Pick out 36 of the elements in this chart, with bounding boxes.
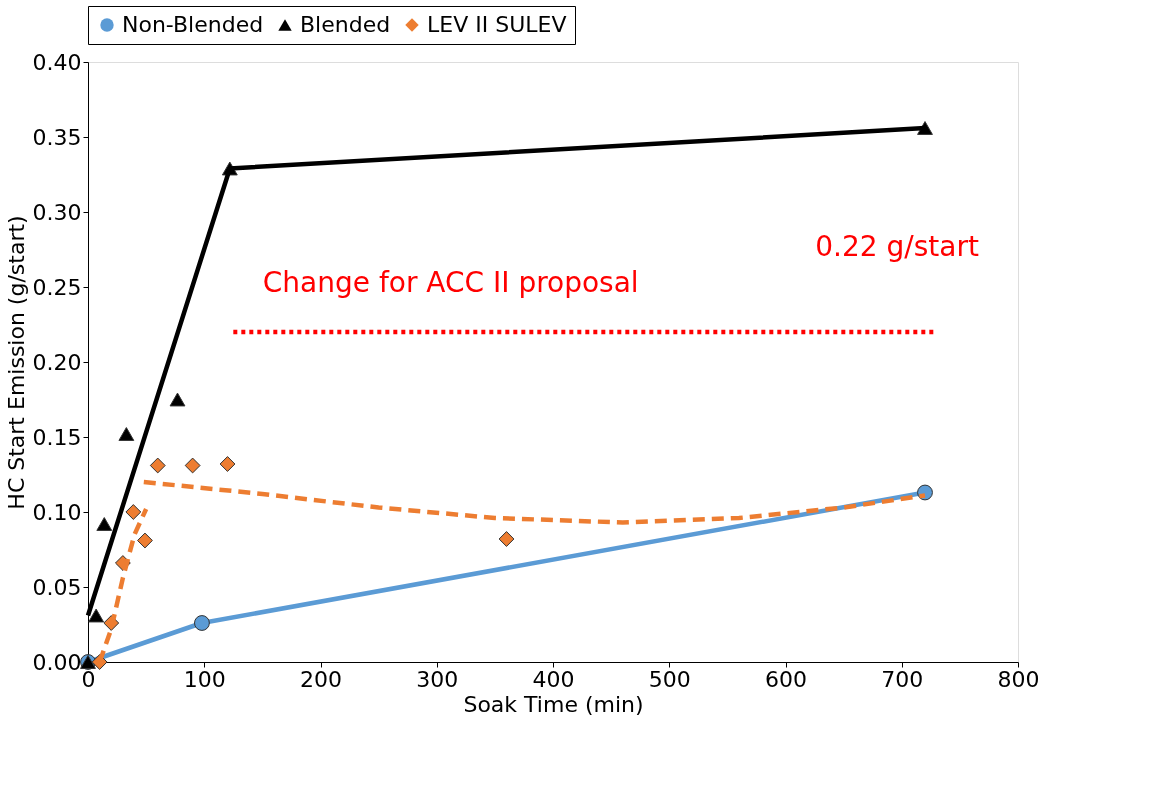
point xyxy=(184,457,201,474)
x-tick-label: 600 xyxy=(765,666,807,692)
y-tick-label: 0.25 xyxy=(32,274,82,300)
annotation: 0.22 g/start xyxy=(815,230,979,263)
x-tick-label: 400 xyxy=(532,666,575,692)
x-tick-label: 500 xyxy=(648,666,691,692)
point xyxy=(88,608,105,623)
x-tick-label: 200 xyxy=(300,666,342,692)
y-tick-label: 0.35 xyxy=(32,124,82,150)
point xyxy=(149,457,166,474)
point xyxy=(137,532,153,549)
x-tick-label: 800 xyxy=(997,666,1040,692)
point xyxy=(118,427,135,441)
point xyxy=(96,517,113,531)
x-axis-title: Soak Time (min) xyxy=(463,691,644,717)
y-tick-label: 0.30 xyxy=(32,199,82,225)
legend-label: Non-Blended xyxy=(122,12,264,37)
x-tick-label: 100 xyxy=(183,666,226,692)
y-tick-label: 0.05 xyxy=(32,574,82,600)
point xyxy=(169,392,186,407)
y-tick-label: 0.00 xyxy=(32,649,82,675)
legend-label: LEV II SULEV xyxy=(427,12,567,37)
y-tick-label: 0.15 xyxy=(32,424,82,450)
y-tick-label: 0.10 xyxy=(32,499,82,525)
y-tick-label: 0.40 xyxy=(32,49,82,75)
annotation: Change for ACC II proposal xyxy=(262,266,639,299)
point xyxy=(219,456,236,472)
x-tick-label: 700 xyxy=(881,666,924,692)
y-axis-title: HC Start Emission (g/start) xyxy=(3,215,29,510)
x-tick-label: 0 xyxy=(81,666,96,692)
point xyxy=(498,531,515,547)
legend-label: Blended xyxy=(300,12,391,37)
x-tick-label: 300 xyxy=(416,666,459,692)
point xyxy=(194,615,210,631)
y-tick-label: 0.20 xyxy=(32,349,82,375)
point xyxy=(125,504,142,520)
